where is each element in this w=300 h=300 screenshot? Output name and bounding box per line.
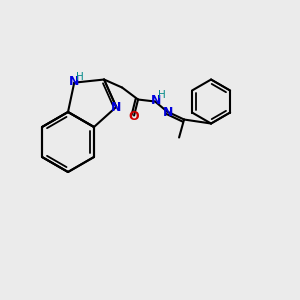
Text: O: O: [129, 110, 140, 123]
Text: N: N: [111, 101, 122, 114]
Text: H: H: [76, 72, 84, 82]
Text: H: H: [158, 89, 166, 100]
Text: N: N: [69, 75, 80, 88]
Text: N: N: [163, 106, 173, 119]
Text: N: N: [151, 94, 161, 107]
